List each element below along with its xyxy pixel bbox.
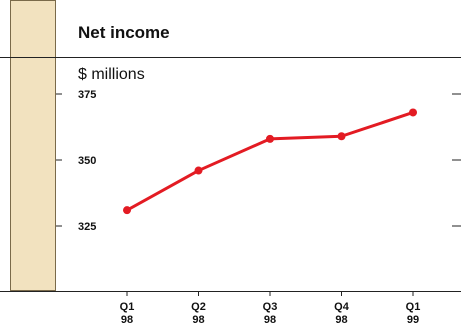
x-tick-label: 99 (407, 314, 419, 326)
y-tick-label: 375 (78, 89, 96, 101)
data-point (266, 134, 274, 143)
chart-title: Net income (78, 23, 170, 42)
x-tick-label: Q2 (191, 301, 206, 313)
x-tick-label: 98 (335, 314, 347, 326)
data-point (337, 132, 346, 141)
y-tick-label: 325 (78, 221, 96, 233)
data-point (123, 206, 131, 215)
series-layer (123, 108, 417, 215)
data-point (409, 108, 417, 117)
series-line (126, 111, 414, 212)
y-axis-units-label: $ millions (78, 66, 145, 83)
x-tick-label: 98 (264, 314, 276, 326)
side-panel (10, 0, 56, 291)
x-tick-label: Q1 (406, 301, 421, 313)
x-tick-label: Q1 (120, 301, 135, 313)
x-tick-label: 98 (192, 314, 204, 326)
x-tick-label: Q4 (334, 301, 350, 313)
x-tick-label: Q3 (263, 301, 278, 313)
x-tick-label: 98 (121, 314, 133, 326)
y-tick-label: 350 (78, 155, 96, 167)
data-point (194, 166, 203, 175)
y-axis-ticks: 325 350 375 (56, 89, 461, 233)
